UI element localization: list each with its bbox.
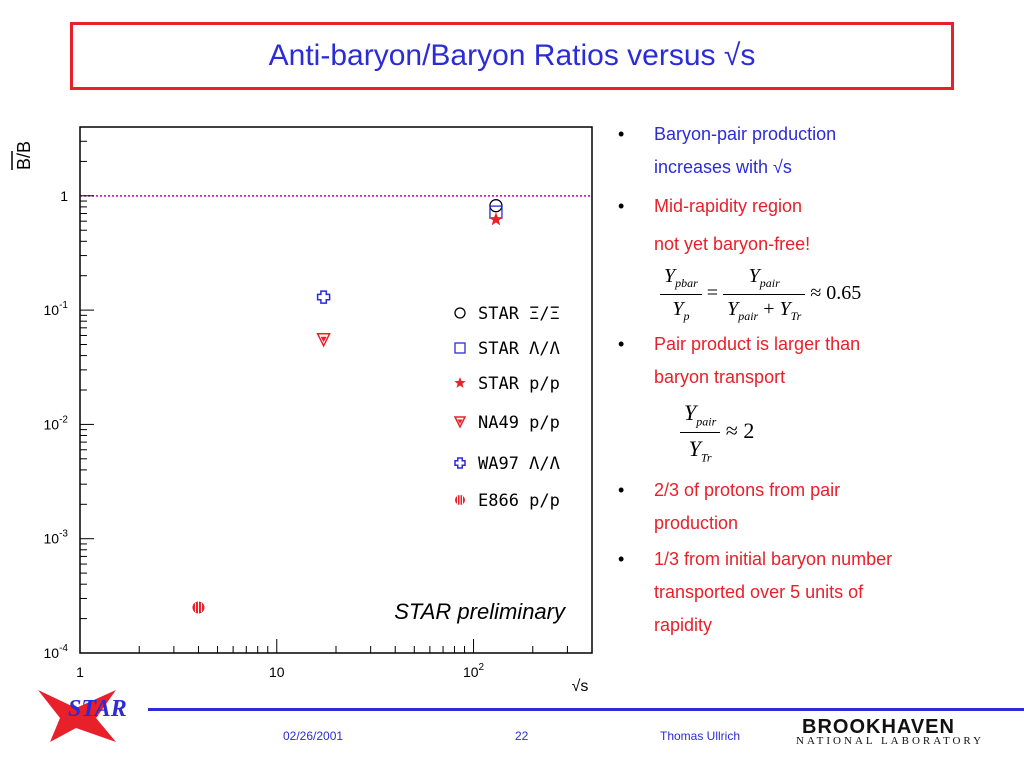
footer-author: Thomas Ullrich [660,729,741,743]
y-tick-label: 10-1 [44,300,69,318]
star-logo-shape [38,690,116,742]
y-tick-label: 10-3 [44,529,69,547]
legend-label: STAR Λ/Λ [478,339,560,359]
bullet-text: not yet baryon-free! [654,234,811,254]
bullet-list: • Baryon-pair production increases with … [610,118,1010,642]
bullet-text: increases with √s [654,157,792,177]
legend-label: NA49 p/p [478,413,560,433]
bullet-item: • Mid-rapidity region [610,190,1010,223]
data-point [489,212,503,226]
bullet-text: 2/3 of protons from pair [654,479,841,500]
bullet-text: Pair product is larger than [654,334,861,354]
legend-label: STAR p/p [478,374,560,394]
legend-marker [453,416,467,429]
x-axis-label: √s [572,678,589,695]
x-tick-label: 1 [76,664,84,680]
x-tick-label: 10 [269,664,285,680]
legend-marker [454,342,466,354]
bullet-text: transported over 5 units of [654,581,864,602]
legend-marker [454,307,466,319]
y-tick-label: 1 [60,188,68,204]
legend-marker-fill [457,419,463,424]
bullet-text: production [654,512,739,533]
data-point-fill [320,336,327,343]
bullet-item: • 2/3 of protons from pair production [610,474,1010,540]
y-tick-label: 10-4 [44,643,69,661]
bullet-text: Baryon-pair production [654,124,837,144]
slide-title-box: Anti-baryon/Baryon Ratios versus √s [70,22,954,90]
legend-label: WA97 Λ/Λ [478,454,560,474]
data-point [316,290,331,304]
x-tick-label: 102 [463,662,485,680]
bullet-text: 1/3 from initial baryon number [654,548,893,569]
equation-pair-ratio: Ypbar Yp = Ypair Ypair + YTr ≈ 0.65 [660,265,1010,324]
footer-date: 02/26/2001 [283,729,344,743]
bullet-item: not yet baryon-free! [610,228,1010,261]
legend-marker [454,457,466,469]
bullet-item: • Baryon-pair production increases with … [610,118,1010,184]
legend-marker [454,377,466,388]
star-logo-text: STAR [68,696,127,722]
data-point [316,333,331,348]
y-tick-label: 10-2 [44,414,69,432]
bullet-item: • Pair product is larger than baryon tra… [610,328,1010,394]
footer-rule [148,708,1024,711]
legend-label: STAR Ξ/Ξ [478,304,560,324]
bullet-text: rapidity [654,614,713,635]
chart-annotation: STAR preliminary [394,599,567,624]
bullet-text: Mid-rapidity region [654,196,803,216]
bullet-text: baryon transport [654,367,786,387]
bnl-logo-sub: NATIONAL LABORATORY [796,735,985,747]
bnl-logo-main: BROOKHAVEN [802,716,955,738]
equation-pair-transport: Ypair YTr ≈ 2 [680,400,1010,466]
bullet-item: • 1/3 from initial baryon number transpo… [610,543,1010,642]
star-logo: STAR [38,690,127,742]
y-axis-label: B/B [14,141,34,170]
chart: 1 10 102 1 10-1 10-2 10-3 10-4 B/B √s STAR prelimi… [11,126,593,695]
slide-title: Anti-baryon/Baryon Ratios versus √s [268,39,756,72]
footer-page-number: 22 [515,729,529,743]
legend-label: E866 p/p [478,491,560,511]
